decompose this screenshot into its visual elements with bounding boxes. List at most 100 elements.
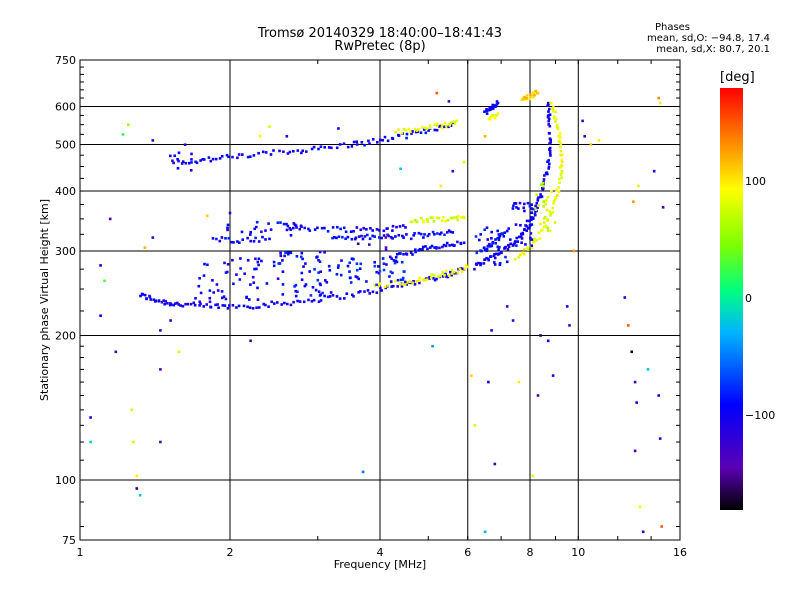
data-point	[280, 303, 283, 306]
data-point	[205, 303, 208, 306]
data-point	[99, 314, 102, 317]
data-point	[215, 237, 218, 241]
data-point	[512, 204, 515, 208]
data-point	[539, 334, 542, 337]
data-point	[515, 206, 518, 209]
y-tick-label: 500	[55, 139, 76, 152]
data-point	[432, 220, 436, 223]
data-point	[235, 306, 238, 309]
data-point	[342, 226, 346, 230]
data-point	[215, 283, 219, 286]
data-point	[560, 169, 564, 173]
data-point	[530, 216, 533, 219]
data-point	[413, 127, 417, 131]
data-point	[462, 160, 466, 164]
data-point	[538, 237, 541, 240]
data-point	[554, 120, 557, 123]
data-point	[256, 298, 260, 301]
data-point	[528, 219, 531, 223]
data-point	[135, 487, 139, 490]
data-point	[217, 306, 220, 309]
data-point	[548, 113, 552, 116]
data-point	[237, 153, 241, 156]
data-point	[494, 238, 497, 241]
data-point	[427, 129, 430, 132]
data-point	[212, 291, 215, 294]
data-point	[328, 269, 332, 272]
data-point	[378, 282, 382, 285]
data-point	[368, 292, 371, 295]
data-point	[412, 280, 415, 283]
data-point	[296, 149, 300, 152]
data-point	[514, 223, 518, 226]
data-point	[442, 216, 445, 219]
data-point	[379, 138, 382, 142]
data-point	[411, 130, 414, 133]
data-point	[198, 300, 201, 304]
data-point	[630, 350, 633, 354]
stats-x-mode: mean, sd,X: 80.7, 20.1	[656, 44, 770, 55]
data-point	[554, 110, 557, 114]
data-point	[551, 206, 555, 210]
data-point	[427, 232, 431, 236]
data-point	[258, 135, 262, 138]
data-point	[493, 263, 497, 266]
data-point	[319, 270, 322, 273]
data-point	[318, 260, 322, 263]
data-point	[439, 124, 443, 128]
data-point	[408, 280, 412, 283]
data-point	[269, 228, 273, 231]
data-point	[556, 194, 559, 197]
data-point	[558, 177, 561, 181]
y-tick-label: 600	[55, 101, 76, 114]
data-point	[166, 302, 169, 305]
data-point	[521, 251, 524, 254]
data-point	[410, 220, 414, 223]
data-point	[431, 230, 435, 234]
data-point	[414, 130, 418, 134]
data-point	[254, 257, 257, 261]
data-point	[327, 146, 331, 149]
data-point	[379, 286, 382, 290]
data-point	[281, 259, 284, 262]
data-point	[509, 242, 512, 246]
data-point	[337, 127, 340, 130]
data-point	[635, 401, 638, 404]
data-point	[449, 230, 452, 234]
data-point	[423, 126, 427, 130]
data-point	[520, 241, 523, 244]
data-point	[438, 125, 441, 128]
data-point	[463, 267, 467, 270]
data-point	[548, 151, 552, 155]
data-point	[383, 285, 387, 289]
data-point	[99, 264, 102, 267]
data-point	[436, 232, 439, 235]
data-point	[169, 303, 173, 306]
data-point	[498, 262, 502, 265]
data-point	[485, 256, 488, 260]
data-point	[232, 282, 235, 286]
data-point	[433, 246, 436, 249]
data-point	[232, 241, 235, 244]
data-point	[497, 236, 501, 239]
data-point	[194, 297, 197, 300]
data-point	[328, 295, 332, 298]
data-point	[559, 173, 563, 176]
data-point	[382, 268, 386, 272]
data-point	[344, 237, 347, 240]
data-point	[296, 299, 299, 303]
data-point	[176, 167, 180, 170]
data-point	[276, 301, 279, 304]
data-point	[245, 295, 248, 299]
data-point	[450, 273, 453, 277]
data-point	[401, 278, 405, 281]
data-point	[498, 252, 501, 255]
x-tick-label: 4	[377, 546, 384, 559]
data-point	[276, 277, 280, 280]
data-point	[257, 240, 261, 243]
data-point	[523, 95, 526, 99]
data-point	[544, 203, 547, 206]
data-point	[197, 284, 201, 288]
data-point	[286, 224, 290, 228]
data-point	[314, 288, 318, 292]
